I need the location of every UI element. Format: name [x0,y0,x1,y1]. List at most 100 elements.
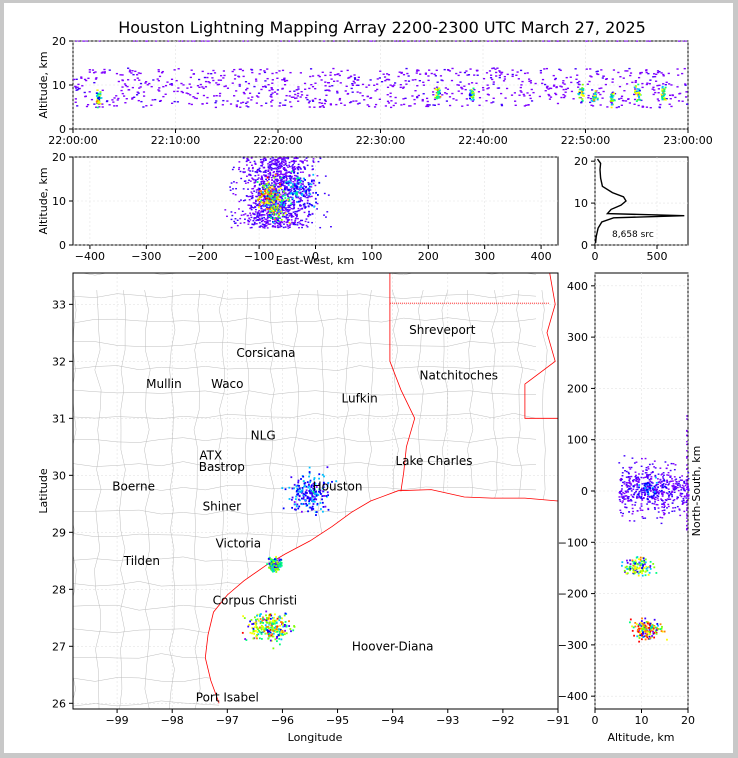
source-mark [435,69,438,72]
source-mark [510,94,514,96]
source-mark [627,475,630,478]
source-mark [249,227,252,229]
source-core-mark [631,559,634,562]
source-mark [365,86,368,88]
source-mark [686,500,688,502]
source-mark [281,197,284,200]
source-mark [268,623,271,626]
source-mark [281,190,284,193]
source-core-mark [97,92,100,95]
source-mark [258,169,261,172]
source-mark [656,494,659,497]
city-label: Lufkin [341,391,377,405]
source-mark [641,483,644,485]
source-mark [636,493,639,496]
source-mark [306,226,309,228]
source-mark [290,498,293,501]
source-mark [274,557,277,560]
source-mark [293,162,296,164]
source-mark [663,512,666,515]
source-mark [294,157,296,159]
source-core-mark [472,98,475,101]
county-line [73,293,537,300]
source-mark [224,85,228,87]
source-mark [277,179,280,182]
source-mark [93,103,96,105]
source-core-mark [273,183,276,186]
source-mark [282,625,285,628]
source-core-mark [637,90,640,92]
source-mark [235,90,238,92]
source-mark [308,466,311,469]
source-core-mark [268,187,271,190]
source-core-mark [278,216,281,219]
source-mark [137,92,140,94]
source-mark [284,488,287,491]
source-mark [270,161,273,163]
source-mark [620,493,623,495]
source-mark [249,214,252,216]
source-mark [258,222,261,224]
source-mark [296,181,299,183]
source-mark [301,488,304,491]
source-mark [294,503,297,506]
source-mark [672,484,675,487]
source-mark [660,522,663,525]
source-mark [128,69,132,71]
source-mark [309,488,311,491]
source-mark [83,91,86,94]
source-mark [255,629,257,632]
source-mark [289,178,292,181]
source-mark [553,78,557,81]
source-mark [247,219,249,222]
source-mark [309,479,312,482]
source-mark [386,94,389,96]
source-core-mark [274,197,277,200]
source-core-mark [273,195,276,198]
source-mark [278,615,281,618]
source-mark [639,72,642,75]
source-mark [652,497,655,499]
source-mark [280,173,282,175]
source-mark [276,173,279,176]
source-mark [290,630,292,633]
source-mark [273,163,275,166]
source-mark [159,99,162,102]
source-mark [256,214,259,216]
source-mark [547,93,550,96]
source-mark [651,471,654,473]
source-mark [644,517,647,519]
source-mark [669,480,672,483]
source-mark [241,631,244,634]
source-mark [679,92,682,95]
source-mark [661,500,664,502]
source-mark [416,96,419,99]
source-core-mark [610,93,613,96]
source-mark [263,618,266,621]
source-core-mark [657,492,660,495]
source-mark [278,632,281,635]
source-mark [667,496,670,498]
source-mark [276,178,279,181]
source-mark [650,485,653,487]
source-mark [255,223,258,225]
map-ytick-label: 32 [52,355,66,368]
source-mark [297,479,300,482]
source-mark [633,520,636,522]
source-mark [676,505,679,508]
source-mark [275,221,278,224]
source-mark [247,220,250,223]
source-mark [500,73,503,75]
source-mark [638,479,641,481]
source-mark [278,643,281,646]
source-mark [252,213,255,215]
source-mark [285,199,288,201]
source-mark [188,83,191,85]
source-mark [290,160,293,163]
source-core-mark [661,625,663,628]
source-core-mark [628,567,631,570]
county-line [168,290,176,709]
source-mark [348,40,350,42]
source-mark [320,493,322,495]
source-mark [684,96,688,98]
